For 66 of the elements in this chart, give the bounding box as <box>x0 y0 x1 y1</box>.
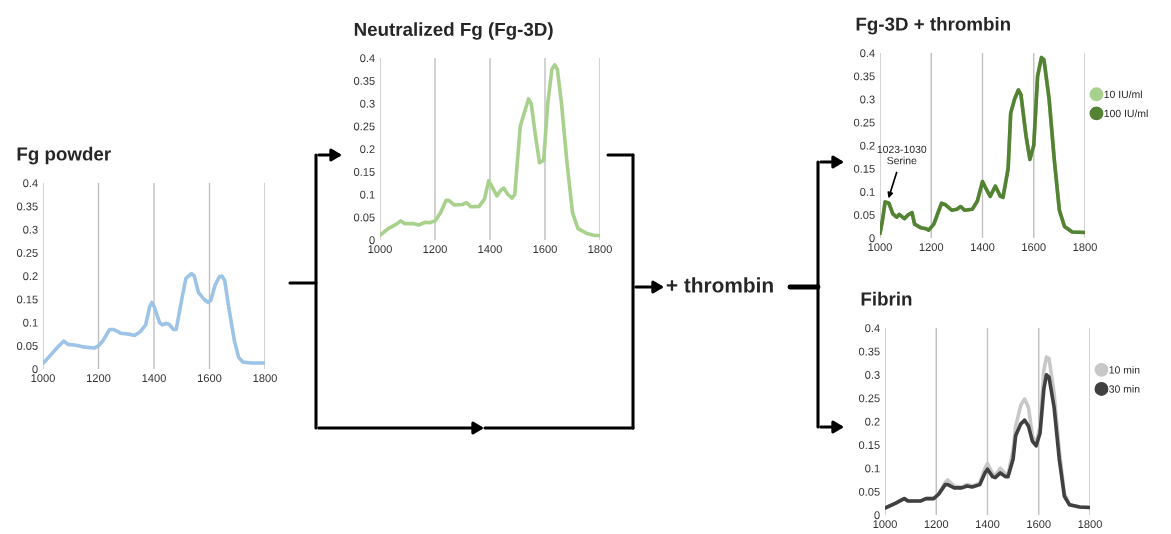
x-tick-label: 1800 <box>253 374 277 383</box>
y-tick-label: 0.2 <box>865 417 880 426</box>
y-tick-label: 0.1 <box>23 318 38 327</box>
x-tick-label: 1400 <box>975 520 1000 529</box>
y-tick-label: 0.35 <box>16 202 38 211</box>
y-tick-label: 0.15 <box>353 168 375 176</box>
x-tick-label: 1600 <box>533 245 557 254</box>
x-tick-label: 1800 <box>588 245 612 254</box>
x-tick-label: 1600 <box>1027 520 1051 529</box>
text: + thrombin <box>666 277 773 293</box>
y-tick-label: 0.25 <box>858 394 880 403</box>
y-tick-label: 0.4 <box>860 49 875 58</box>
x-tick-label: 1200 <box>423 245 447 254</box>
x-tick-label: 1800 <box>1078 520 1102 529</box>
legend-label: 30 min <box>1109 385 1140 393</box>
y-tick-label: 0.2 <box>360 145 375 154</box>
y-tick-label: 0.05 <box>16 342 38 350</box>
y-tick-label: 0.3 <box>360 99 375 108</box>
chart-title: Fg-3D + thrombin <box>856 16 1010 35</box>
x-tick-label: 1400 <box>970 243 995 252</box>
y-tick-label: 0.15 <box>858 441 880 450</box>
y-tick-label: 0.05 <box>858 487 880 496</box>
chart-title: Fibrin <box>861 291 912 306</box>
x-tick-label: 1400 <box>142 374 166 383</box>
x-tick-label: 1200 <box>86 374 111 383</box>
x-tick-label: 1200 <box>924 520 949 529</box>
legend-label: 10 IU/ml <box>1104 90 1142 99</box>
y-tick-label: 0.35 <box>858 347 880 356</box>
annotation: 1023-1030 Serine <box>877 145 927 165</box>
y-tick-label: 0.3 <box>23 225 38 234</box>
y-tick-label: 0.15 <box>853 164 875 173</box>
y-tick-label: 0.1 <box>865 464 880 473</box>
y-tick-label: 0.4 <box>360 54 375 63</box>
y-tick-label: 0.4 <box>865 324 880 333</box>
y-tick-label: 0.1 <box>860 188 875 196</box>
y-tick-label: 0.3 <box>860 95 875 104</box>
y-tick-label: 0.25 <box>16 249 38 257</box>
legend-label: 10 min <box>1109 365 1140 374</box>
y-tick-label: 0.1 <box>360 190 375 199</box>
y-tick-label: 0.3 <box>865 371 880 379</box>
y-tick-label: 0.2 <box>860 141 875 150</box>
x-tick-label: 1000 <box>368 245 392 254</box>
x-tick-label: 1400 <box>478 245 502 254</box>
y-tick-label: 0.05 <box>353 213 375 222</box>
y-tick-label: 0.25 <box>353 122 375 131</box>
y-tick-label: 0.25 <box>853 118 875 127</box>
y-tick-label: 0 <box>869 234 875 243</box>
legend-label: 100 IU/ml <box>1104 109 1148 118</box>
x-tick-label: 1200 <box>919 243 944 252</box>
y-tick-label: 0.4 <box>23 179 38 188</box>
y-tick-label: 0 <box>32 365 38 374</box>
x-tick-label: 1000 <box>868 243 892 252</box>
y-tick-label: 0.2 <box>23 272 38 281</box>
y-tick-label: 0.35 <box>853 72 875 81</box>
y-tick-label: 0.05 <box>853 211 875 220</box>
x-tick-label: 1600 <box>1022 243 1046 252</box>
x-tick-label: 1000 <box>31 374 55 383</box>
chart-title: Neutralized Fg (Fg-3D) <box>354 22 553 40</box>
chart-title: Fg powder <box>17 146 111 165</box>
x-tick-label: 1800 <box>1073 243 1097 252</box>
x-tick-label: 1000 <box>873 520 897 529</box>
y-tick-label: 0 <box>874 511 880 520</box>
y-tick-label: 0 <box>369 236 375 245</box>
x-tick-label: 1600 <box>197 374 222 383</box>
y-tick-label: 0.15 <box>16 295 38 304</box>
y-tick-label: 0.35 <box>353 77 375 85</box>
